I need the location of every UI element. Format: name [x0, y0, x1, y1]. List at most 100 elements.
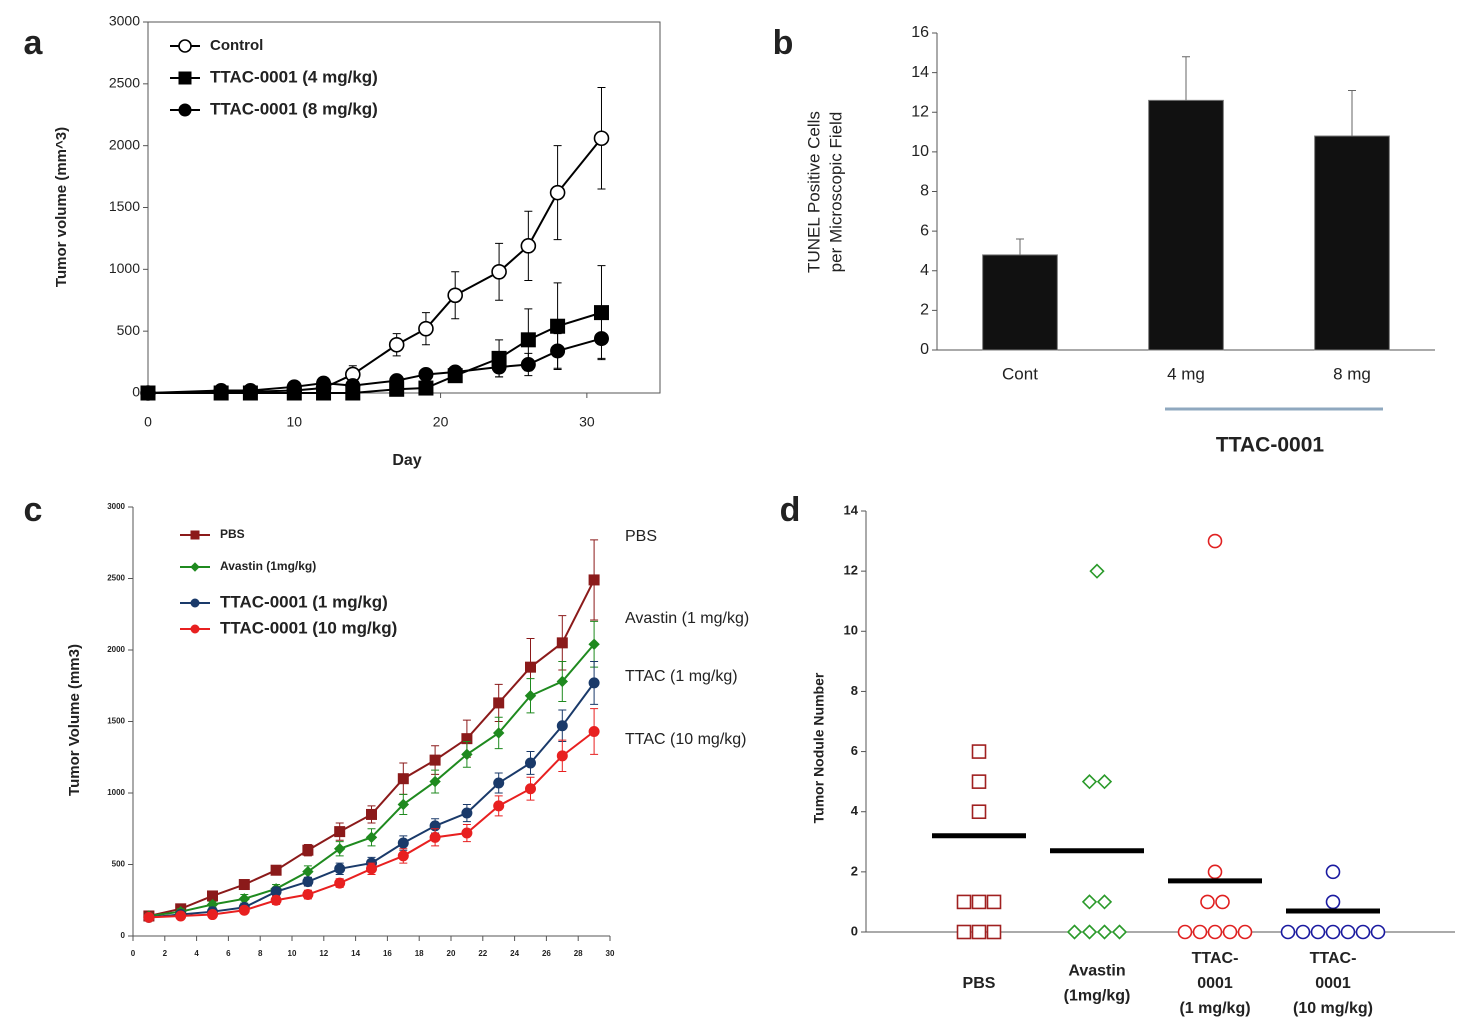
x-tick-label: 30 [579, 414, 595, 430]
marker [388, 336, 405, 353]
series-line [147, 137, 603, 394]
marker [588, 638, 600, 650]
marker [525, 757, 536, 769]
marker [365, 831, 378, 844]
marker [461, 807, 473, 819]
marker [588, 677, 600, 689]
marker [334, 826, 346, 838]
y-tick-label: 2500 [107, 574, 125, 583]
marker [493, 697, 505, 709]
x-tick-label: 16 [383, 949, 392, 958]
marker [1081, 774, 1098, 790]
marker [525, 783, 536, 795]
marker [1207, 924, 1223, 940]
marker [242, 383, 258, 399]
y-tick-label: 3000 [107, 502, 125, 511]
series-line [148, 311, 602, 394]
error-bar [1016, 238, 1024, 255]
x-tick-label: 6 [226, 949, 231, 958]
marker [207, 909, 218, 921]
x-tick-label: 0001 [1315, 975, 1351, 992]
marker [556, 720, 568, 732]
marker [493, 800, 505, 812]
panel-label: d [780, 491, 801, 529]
marker [286, 379, 302, 395]
marker [986, 894, 1002, 910]
y-tick-label: 10 [911, 143, 929, 160]
x-tick-label: PBS [963, 975, 996, 992]
series-line [148, 643, 595, 917]
x-tick-label: (1mg/kg) [1064, 988, 1131, 1005]
y-axis-label: per Microscopic Field [826, 112, 845, 273]
x-tick-label: 18 [415, 949, 424, 958]
y-tick-label: 2000 [109, 136, 140, 152]
marker [550, 343, 566, 359]
panel-label: a [24, 24, 44, 62]
marker [520, 357, 536, 373]
marker [447, 287, 464, 304]
x-tick-label: (10 mg/kg) [1293, 1000, 1373, 1017]
marker [1081, 924, 1098, 940]
x-tick-label: 20 [447, 949, 456, 958]
marker [238, 904, 250, 916]
marker [549, 184, 566, 201]
legend-marker [190, 530, 200, 540]
y-tick-label: 8 [851, 683, 858, 698]
marker [1237, 924, 1253, 940]
x-tick-label: 0 [131, 949, 136, 958]
marker [302, 844, 314, 856]
y-tick-label: 4 [920, 262, 929, 279]
marker [491, 359, 507, 375]
marker [389, 373, 405, 389]
marker [143, 911, 155, 923]
marker [593, 130, 610, 147]
marker [971, 744, 987, 759]
y-axis-label: Tumor Nodule Number [811, 672, 827, 823]
marker [1177, 924, 1193, 940]
marker [1340, 924, 1356, 940]
marker [418, 380, 434, 396]
x-tick-label: 26 [542, 949, 551, 958]
y-tick-label: 0 [851, 923, 858, 938]
marker [556, 637, 568, 649]
y-tick-label: 10 [844, 623, 858, 638]
x-tick-label: 24 [510, 949, 519, 958]
marker [1096, 894, 1113, 910]
y-axis-label: TUNEL Positive Cells [804, 111, 823, 273]
marker [418, 320, 434, 337]
legend-marker [190, 624, 200, 634]
marker [270, 864, 282, 876]
x-tick-label: 0001 [1197, 975, 1233, 992]
marker [1295, 924, 1311, 940]
marker [429, 754, 441, 766]
legend-marker [178, 71, 192, 85]
legend-label: PBS [220, 527, 245, 541]
y-tick-label: 1500 [109, 198, 140, 214]
x-tick-label: 4 mg [1167, 364, 1205, 383]
y-tick-label: 1000 [107, 788, 125, 797]
marker [520, 238, 537, 254]
marker [493, 777, 505, 789]
marker [588, 726, 600, 738]
marker [525, 661, 536, 673]
legend-label: TTAC-0001 (4 mg/kg) [210, 67, 378, 86]
legend-label: Control [210, 37, 263, 54]
marker [270, 894, 282, 906]
marker [140, 385, 156, 401]
marker [366, 808, 377, 820]
marker [593, 305, 609, 321]
bar [982, 254, 1058, 351]
x-tick-label: 28 [574, 949, 583, 958]
marker [238, 879, 250, 891]
x-tick-label: 4 [194, 949, 199, 958]
marker [556, 675, 569, 688]
marker [316, 375, 332, 391]
annotation: Avastin (1 mg/kg) [625, 610, 749, 627]
x-tick-label: TTAC- [1310, 950, 1357, 967]
annotation: PBS [625, 528, 657, 545]
marker [971, 894, 987, 910]
legend-marker [178, 39, 192, 53]
x-tick-label: 22 [478, 949, 487, 958]
marker [345, 378, 361, 394]
